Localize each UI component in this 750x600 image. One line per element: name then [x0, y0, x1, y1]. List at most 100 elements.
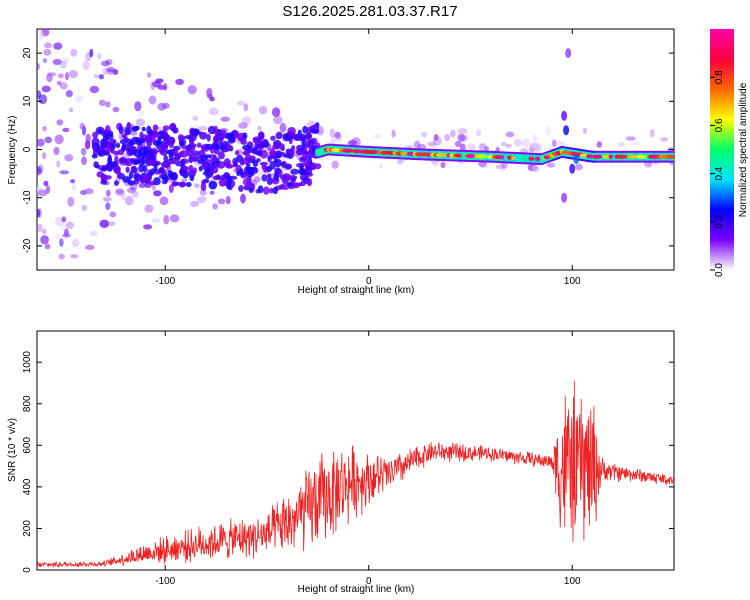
heatmap-cell — [596, 141, 603, 148]
heatmap-cell — [298, 168, 307, 176]
heatmap-cell — [168, 151, 174, 161]
heatmap-cell — [311, 162, 317, 171]
heatmap-cell — [206, 133, 211, 142]
heatmap-x-label: Height of straight line (km) — [298, 285, 415, 296]
heatmap-cell — [152, 124, 159, 131]
heatmap-cell — [179, 181, 186, 188]
heatmap-cell — [148, 129, 154, 136]
heatmap-cell — [92, 131, 99, 139]
heatmap-cell — [53, 146, 60, 156]
heatmap-cell — [208, 107, 219, 116]
heatmap-cell — [112, 106, 120, 112]
heatmap-cell — [373, 134, 381, 139]
heatmap-cell — [190, 200, 200, 207]
heatmap-cell — [243, 185, 250, 191]
heatmap-cell — [80, 147, 87, 156]
heatmap-cell — [304, 166, 313, 176]
heatmap-cell — [37, 164, 44, 174]
heatmap-cell — [56, 119, 64, 126]
heatmap-cell — [505, 143, 512, 148]
x-tick-label: -100 — [155, 576, 175, 587]
heatmap-cell — [69, 107, 74, 113]
x-tick-label: 100 — [564, 276, 581, 287]
heatmap-cell — [454, 140, 462, 148]
heatmap-cell — [617, 154, 629, 159]
heatmap-cell — [368, 150, 378, 155]
heatmap-cell — [281, 176, 287, 184]
heatmap-cell — [37, 209, 41, 218]
heatmap-cell — [59, 170, 70, 175]
heatmap-cell — [110, 146, 115, 154]
snr-x-label: Height of straight line (km) — [298, 584, 415, 595]
heatmap-cell — [347, 140, 358, 146]
heatmap-cell — [306, 178, 313, 187]
heatmap-cell — [133, 159, 141, 164]
heatmap-cell — [124, 196, 134, 206]
heatmap-cell — [42, 58, 48, 64]
heatmap-cell — [236, 171, 241, 177]
heatmap-cell — [37, 63, 40, 70]
heatmap-cell — [301, 138, 306, 147]
heatmap-cell — [114, 180, 119, 187]
heatmap-cell — [126, 121, 131, 131]
heatmap-cell — [556, 140, 566, 147]
heatmap-cell — [433, 133, 439, 142]
heatmap-cell — [247, 158, 254, 164]
heatmap-cell — [226, 175, 233, 184]
heatmap-cell — [617, 142, 626, 147]
heatmap-cell — [306, 126, 313, 134]
heatmap-cell — [141, 156, 146, 166]
heatmap-cell — [127, 187, 136, 194]
heatmap-cell — [257, 125, 262, 131]
heatmap-cell — [106, 189, 111, 197]
heatmap-cell — [479, 143, 486, 152]
x-tick-label: 0 — [366, 576, 372, 587]
heatmap-cell — [68, 70, 78, 79]
heatmap-cell — [305, 132, 311, 139]
heatmap-cell — [56, 160, 61, 168]
colorbar-tick-label: 0.2 — [714, 214, 725, 228]
heatmap-cell — [37, 90, 42, 99]
heatmap-cell — [294, 133, 301, 141]
heatmap-cell — [59, 238, 64, 247]
heatmap-cell — [561, 192, 568, 203]
heatmap-cell — [207, 162, 216, 170]
heatmap-cell — [582, 127, 588, 134]
heatmap-cell — [438, 153, 448, 158]
heatmap-cell — [273, 172, 279, 182]
heatmap-cell — [107, 156, 113, 165]
y-tick-label: 600 — [22, 437, 33, 454]
y-tick-label: 400 — [22, 478, 33, 495]
heatmap-cell — [169, 214, 180, 223]
heatmap-cell — [303, 159, 311, 167]
heatmap-cell — [153, 190, 162, 197]
heatmap-cell — [532, 142, 542, 150]
heatmap-cell — [281, 160, 288, 169]
heatmap-cell — [148, 180, 157, 186]
heatmap-cell — [97, 52, 102, 60]
heatmap-cell — [454, 153, 462, 158]
heatmap-cell — [223, 158, 231, 167]
y-tick-label: -20 — [22, 238, 33, 253]
heatmap-cell — [41, 228, 47, 235]
heatmap-cell — [89, 48, 94, 58]
heatmap-cell — [250, 147, 257, 154]
y-tick-label: -10 — [22, 190, 33, 205]
heatmap-cell — [199, 189, 207, 196]
heatmap-cell — [101, 60, 110, 67]
heatmap-cell — [37, 189, 48, 197]
heatmap-cell — [134, 136, 141, 143]
heatmap-cell — [196, 142, 202, 148]
heatmap-cell — [565, 48, 572, 59]
colorbar-tick-label: 0.6 — [714, 118, 725, 132]
heatmap-cell — [162, 102, 170, 109]
heatmap-cell — [213, 144, 219, 151]
heatmap-cell — [533, 134, 537, 143]
heatmap-cell — [579, 153, 588, 158]
snr-y-label: SNR (10 * v/v) — [7, 418, 18, 482]
heatmap-cell — [128, 140, 135, 147]
heatmap-cell — [220, 129, 227, 138]
heatmap-cells — [37, 29, 674, 260]
